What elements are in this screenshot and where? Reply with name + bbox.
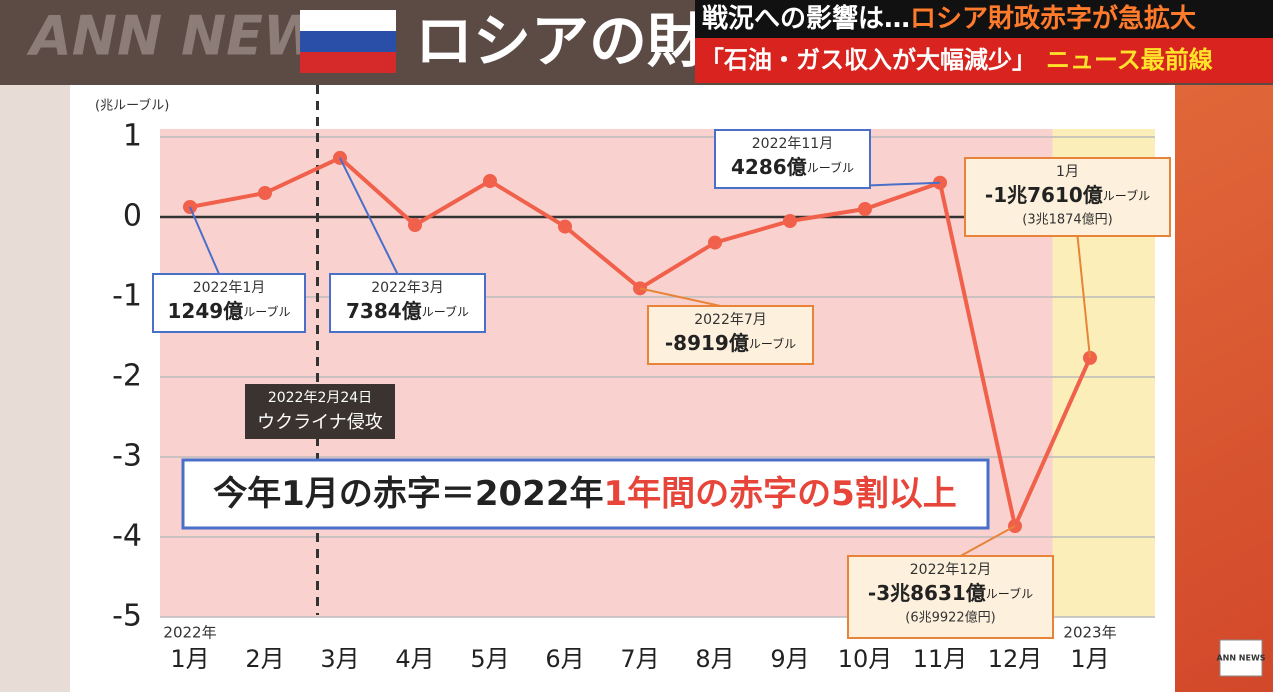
y-tick-label: -2 — [112, 359, 142, 394]
year-label: 2022年 — [163, 624, 216, 642]
program: ニュース最前線 — [1046, 46, 1213, 74]
callout-red: 1年間の赤字の5割以上 — [603, 474, 956, 514]
value-label: -3兆8631億 — [868, 581, 986, 605]
value-label: -8919億 — [665, 331, 749, 355]
y-tick-label: 1 — [123, 119, 142, 154]
title: ロシアの財 — [415, 7, 705, 75]
annotation-pointer — [189, 206, 220, 275]
banner-lead: 戦況への影響は… — [702, 3, 910, 34]
value-unit: ルーブル — [1103, 188, 1150, 203]
x-tick-label: 6月 — [545, 645, 584, 673]
annotation-title: 2022年12月 — [910, 562, 991, 578]
value-label: 7384億 — [346, 299, 422, 323]
annotation-value: -1兆7610億ルーブル — [985, 183, 1150, 207]
corner-logo: ANN NEWS — [1216, 654, 1265, 663]
value-unit: ルーブル — [986, 586, 1033, 601]
corner-logo-box — [1219, 639, 1263, 677]
annotation-title: 2022年1月 — [193, 280, 266, 296]
annotation-value: 7384億ルーブル — [346, 299, 469, 323]
flag — [300, 10, 396, 73]
callout-box — [181, 458, 990, 530]
value-unit: ルーブル — [749, 336, 796, 351]
value-label: 4286億 — [731, 155, 807, 179]
x-tick-label: 7月 — [620, 645, 659, 673]
value-unit: ルーブル — [422, 304, 469, 319]
x-tick-label: 12月 — [988, 645, 1043, 673]
y-tick-label: -1 — [112, 279, 142, 314]
chart: (兆ルーブル) -5 -4 -3 -2 -1 0 1 2022年2月24日ウクライナ侵攻今年1月… — [95, 85, 1171, 673]
annotation-value: 1249億ルーブル — [168, 299, 291, 323]
x-tick-label: 2月 — [245, 645, 284, 673]
y-tick-label: -4 — [112, 519, 142, 554]
banner-bottom — [695, 38, 1273, 83]
data-point — [783, 214, 797, 228]
annotation-pointer — [960, 525, 1016, 557]
left-bg — [0, 85, 70, 692]
annotation-pointer — [1076, 235, 1091, 358]
value-unit: ルーブル — [243, 304, 290, 319]
event-box — [245, 384, 395, 439]
x-tick-label: 3月 — [320, 645, 359, 673]
x-tick-label: 4月 — [395, 645, 434, 673]
annotation-note: (6兆9922億円) — [905, 610, 996, 626]
data-point — [258, 186, 272, 200]
data-point — [708, 235, 722, 250]
banner-main: ロシア財政赤字が急拡大 — [910, 3, 1196, 34]
annotation-pointer — [339, 157, 399, 275]
annotation-box — [847, 555, 1054, 639]
annotation-box — [152, 273, 306, 333]
annotation-box — [964, 157, 1171, 237]
y-tick-label: -5 — [112, 599, 142, 634]
annotation-note: (3兆1874億円) — [1022, 212, 1113, 228]
y-tick-label: -3 — [112, 439, 142, 474]
banner-text: 戦況への影響は…ロシア財政赤字が急拡大 — [702, 3, 1196, 34]
x-tick-label: 9月 — [770, 645, 809, 673]
annotation-box — [647, 305, 814, 365]
y-tick-label: 0 — [123, 199, 142, 234]
x-tick-label: 10月 — [838, 645, 893, 673]
data-point — [858, 202, 872, 216]
banner-sub-text: 「石油・ガス収入が大幅減少」 ニュース最前線 — [700, 46, 1213, 74]
annotation-title: 2022年7月 — [694, 312, 767, 328]
y-axis-label: (兆ルーブル) — [95, 98, 169, 114]
annotation-title: 2022年11月 — [752, 136, 833, 152]
annotation-title: 2022年3月 — [371, 280, 444, 296]
x-tick-label: 11月 — [913, 645, 968, 673]
annotation-value: -8919億ルーブル — [665, 331, 796, 355]
value-unit: ルーブル — [807, 160, 854, 175]
callout-black: 今年1月の赤字＝2022年 — [213, 474, 603, 514]
x-tick-label: 5月 — [470, 645, 509, 673]
banner-top — [695, 0, 1273, 38]
annotation-pointer — [639, 287, 721, 307]
x-tick-label: 1月 — [1070, 645, 1109, 673]
value-label: -1兆7610億 — [985, 183, 1103, 207]
x-tick-label: 1月 — [170, 645, 209, 673]
annotation-box — [714, 129, 871, 189]
region-2022 — [160, 129, 1053, 617]
annotation-box — [329, 273, 486, 333]
data-point — [558, 219, 572, 234]
event-date: 2022年2月24日 — [268, 390, 372, 406]
annotation-title: 1月 — [1056, 164, 1079, 180]
value-label: 1249億 — [168, 299, 244, 323]
data-point — [408, 218, 422, 232]
banner-sub: 「石油・ガス収入が大幅減少」 — [700, 46, 1036, 74]
annotation-value: -3兆8631億ルーブル — [868, 581, 1033, 605]
callout: 今年1月の赤字＝2022年1年間の赤字の5割以上 — [213, 474, 957, 514]
event-label: ウクライナ侵攻 — [257, 412, 383, 433]
year-label: 2023年 — [1063, 624, 1116, 642]
annotation-value: 4286億ルーブル — [731, 155, 854, 179]
x-tick-label: 8月 — [695, 645, 734, 673]
data-point — [483, 174, 497, 188]
